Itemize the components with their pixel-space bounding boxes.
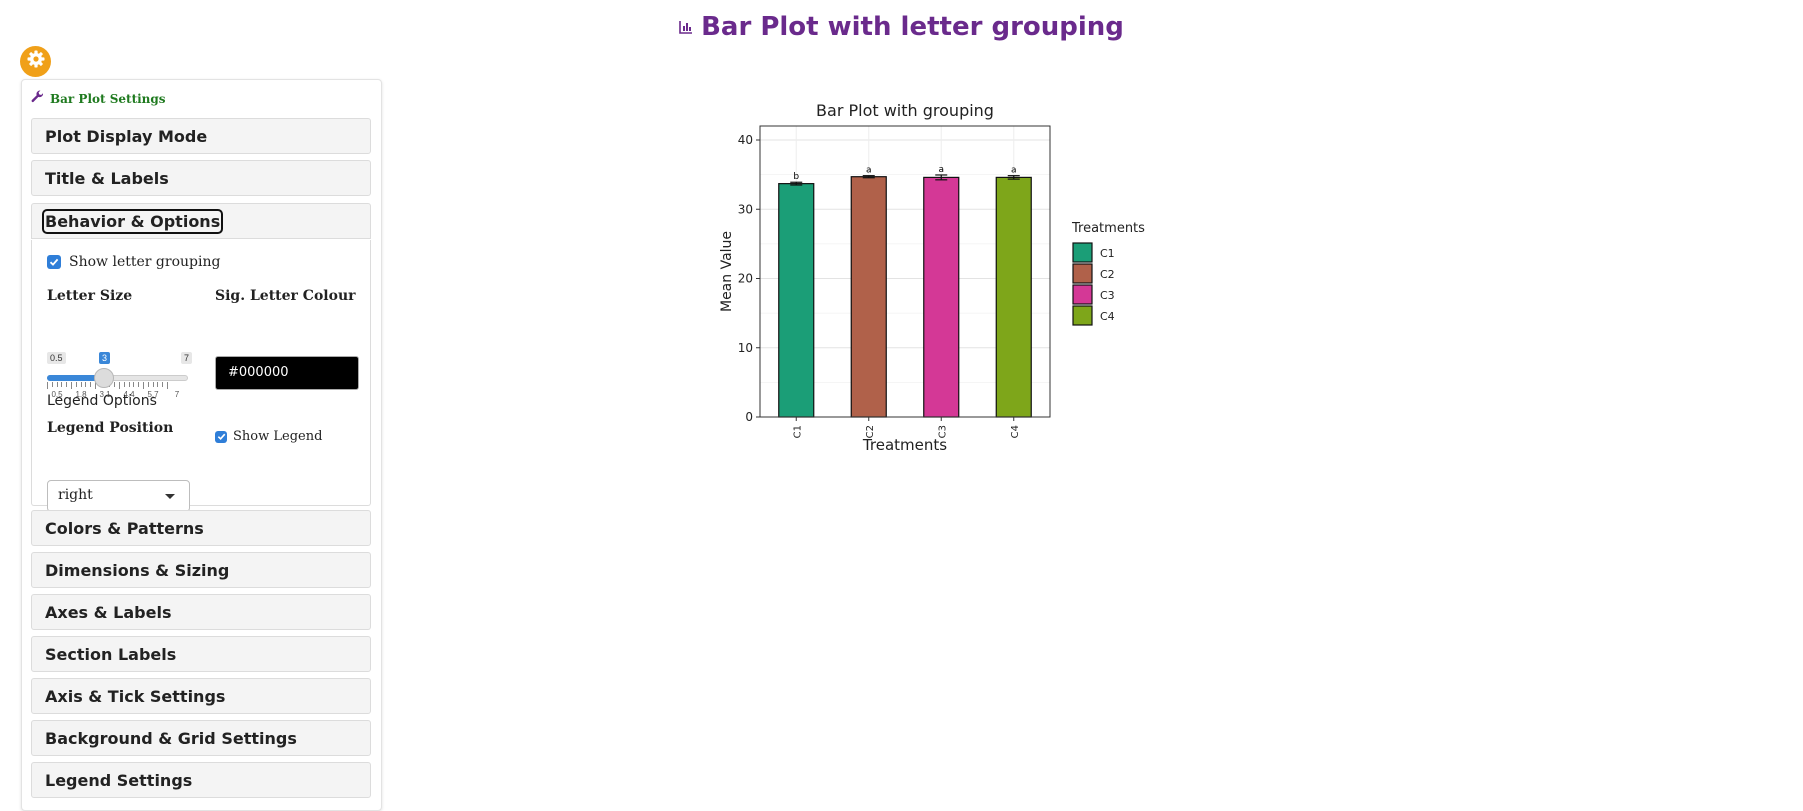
slider-ticks <box>47 382 188 390</box>
legend-position-value: right <box>58 487 93 503</box>
checkbox-checked-icon <box>215 430 227 443</box>
panel-header: Bar Plot Settings <box>31 90 166 108</box>
legend-position-select[interactable]: right <box>47 480 190 512</box>
page-title-text: Bar Plot with letter grouping <box>701 12 1124 42</box>
wrench-icon <box>31 90 44 108</box>
checkbox-checked-icon <box>47 255 61 269</box>
legend-label: C2 <box>1100 268 1115 281</box>
slider-tick-label: 3.1 <box>99 390 111 399</box>
letter-size-slider-handle[interactable] <box>94 368 114 388</box>
sig-letter-colour-input[interactable]: #000000 <box>215 356 359 390</box>
legend-key <box>1072 284 1093 305</box>
section-dimensions-sizing[interactable]: Dimensions & Sizing <box>31 552 371 588</box>
plot-border <box>759 125 1051 418</box>
section-behavior-options[interactable]: Behavior & Options <box>31 203 371 239</box>
show-legend-label: Show Legend <box>233 429 323 444</box>
bar-chart-icon <box>679 11 693 41</box>
behavior-options-body: Show letter grouping Letter Size Sig. Le… <box>31 240 371 512</box>
legend-title: Treatments <box>1071 221 1145 236</box>
slider-tick-label: 4.4 <box>123 390 135 399</box>
letter-size-slider-fill <box>47 375 104 381</box>
legend-position-label: Legend Position <box>47 420 174 436</box>
legend-label: C4 <box>1100 310 1115 323</box>
bar-chart: 0 10 20 30 40 b C1 a C2 a C3 a C4 Bar Plot with group… <box>711 94 1161 454</box>
slider-tick-label: 7 <box>174 390 180 399</box>
settings-panel: Bar Plot Settings Plot Display Mode Titl… <box>21 79 382 811</box>
slider-tick-label: 1.8 <box>75 390 87 399</box>
bar <box>778 183 815 418</box>
chart-title: Bar Plot with grouping <box>816 101 994 120</box>
significance-letter: a <box>1011 166 1017 176</box>
y-axis-title: Mean Value <box>719 231 735 312</box>
legend-key <box>1072 242 1093 263</box>
letter-size-label: Letter Size <box>47 288 133 304</box>
significance-letter: a <box>938 165 944 175</box>
y-tick-label: 30 <box>738 202 753 216</box>
slider-tick-label: 0.5 <box>51 390 63 399</box>
show-letter-grouping-label: Show letter grouping <box>69 254 221 270</box>
settings-toggle-button[interactable] <box>20 46 51 77</box>
y-tick-label: 0 <box>745 410 753 424</box>
x-tick-label: C3 <box>937 425 948 438</box>
show-letter-grouping-checkbox[interactable]: Show letter grouping <box>47 254 220 270</box>
x-axis-title: Treatments <box>862 436 947 454</box>
legend-key <box>1072 263 1093 284</box>
bar <box>923 176 960 418</box>
section-plot-display-mode[interactable]: Plot Display Mode <box>31 118 371 154</box>
show-legend-checkbox[interactable]: Show Legend <box>215 429 322 444</box>
section-section-labels[interactable]: Section Labels <box>31 636 371 672</box>
legend-label: C3 <box>1100 289 1115 302</box>
y-tick-label: 20 <box>738 272 753 286</box>
x-tick-label: C2 <box>865 425 876 438</box>
section-title-labels[interactable]: Title & Labels <box>31 160 371 196</box>
x-tick-label: C4 <box>1010 425 1021 438</box>
legend-key <box>1072 305 1093 326</box>
x-tick-label: C1 <box>792 425 803 438</box>
slider-max-label: 7 <box>181 352 193 364</box>
slider-value-label: 3 <box>99 352 111 364</box>
bar <box>995 176 1032 418</box>
significance-letter: b <box>793 172 799 182</box>
panel-title: Bar Plot Settings <box>50 92 166 106</box>
section-axis-tick-settings[interactable]: Axis & Tick Settings <box>31 678 371 714</box>
slider-min-label: 0.5 <box>47 352 66 364</box>
sig-letter-colour-label: Sig. Letter Colour <box>215 288 356 304</box>
slider-tick-label: 5.7 <box>147 390 159 399</box>
section-background-grid[interactable]: Background & Grid Settings <box>31 720 371 756</box>
chevron-down-icon <box>165 494 175 499</box>
section-axes-labels[interactable]: Axes & Labels <box>31 594 371 630</box>
y-tick-label: 40 <box>738 133 753 147</box>
legend-label: C1 <box>1100 247 1115 260</box>
section-colors-patterns[interactable]: Colors & Patterns <box>31 510 371 546</box>
page-title: Bar Plot with letter grouping <box>0 12 1803 42</box>
bar <box>850 176 887 418</box>
legend-options-label: Legend Options <box>47 393 157 409</box>
y-tick-label: 10 <box>738 341 753 355</box>
gear-icon <box>26 49 46 74</box>
section-legend-settings[interactable]: Legend Settings <box>31 762 371 798</box>
significance-letter: a <box>866 166 872 176</box>
